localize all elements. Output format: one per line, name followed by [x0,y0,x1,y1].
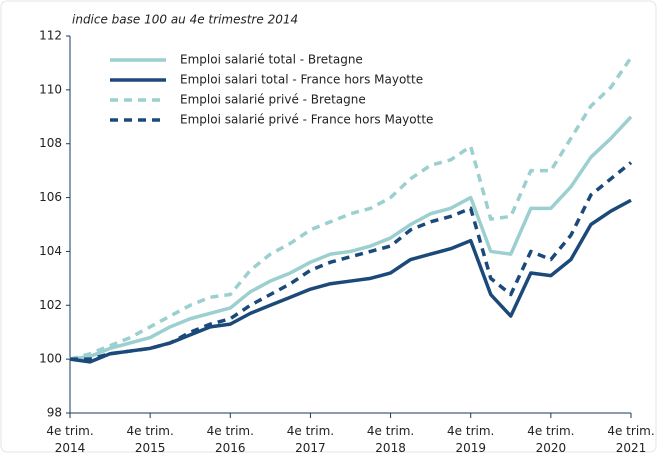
legend-label: Emploi salari total - France hors Mayott… [180,73,423,87]
legend-label: Emploi salarié total - Bretagne [180,53,363,67]
y-tick-label: 112 [39,29,62,43]
legend-label: Emploi salarié privé - France hors Mayot… [180,113,433,127]
x-tick-label: 4e trim. 2021 [607,424,654,454]
series-line [69,56,633,361]
legend-label: Emploi salarié privé - Bretagne [180,93,366,107]
x-tick-label: 4e trim. 2015 [126,424,173,454]
x-tick-label: 4e trim. 2018 [367,424,414,454]
chart-subtitle: indice base 100 au 4e trimestre 2014 [72,13,298,27]
series-line [69,115,633,361]
x-tick-label: 4e trim. 2017 [287,424,334,454]
x-tick-label: 4e trim. 2020 [527,424,574,454]
y-tick-label: 102 [39,298,62,312]
y-tick-label: 106 [39,190,62,204]
y-tick-label: 108 [39,136,62,150]
series-line [69,198,632,364]
y-tick-label: 104 [39,244,62,258]
y-tick-label: 100 [39,352,62,366]
x-tick-label: 4e trim. 2014 [46,424,93,454]
y-tick-label: 98 [47,406,62,420]
y-tick-label: 110 [39,82,62,96]
x-tick-label: 4e trim. 2019 [447,424,494,454]
x-tick-label: 4e trim. 2016 [207,424,254,454]
